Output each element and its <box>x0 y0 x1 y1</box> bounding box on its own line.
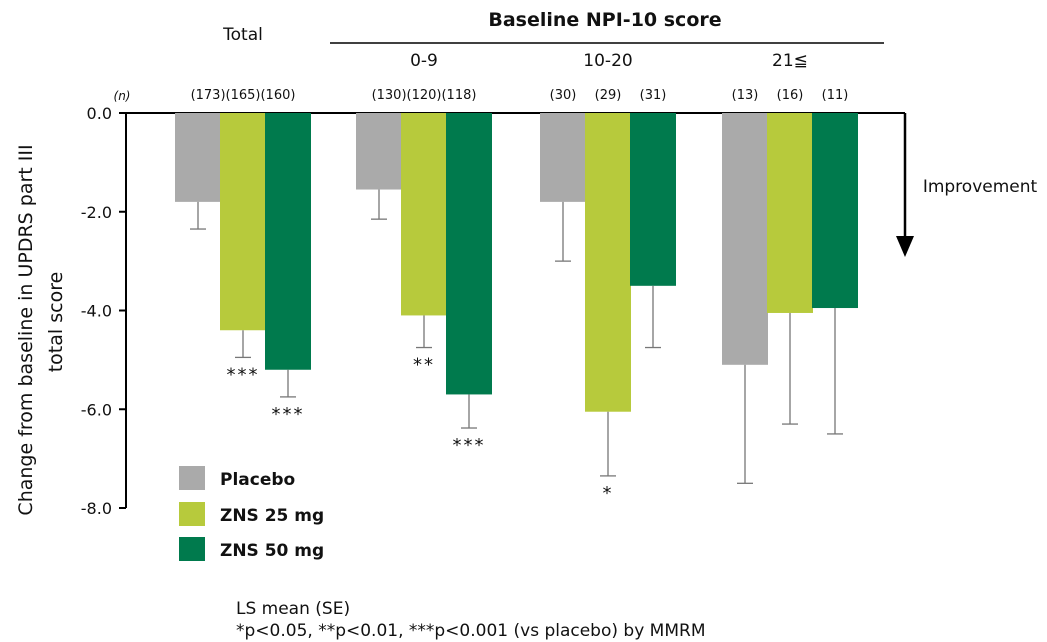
group-label: Total <box>222 25 263 45</box>
n-count: (11) <box>822 88 849 103</box>
bar <box>220 113 266 331</box>
legend-swatch <box>179 466 205 490</box>
significance-marker: ** <box>413 355 435 376</box>
bar <box>767 113 813 313</box>
group-label: 10-20 <box>583 51 632 71</box>
footnote-line1: LS mean (SE) <box>236 599 350 619</box>
n-count: (16) <box>777 88 804 103</box>
legend-label: ZNS 50 mg <box>220 541 324 561</box>
n-count: (173)(165)(160) <box>191 88 296 103</box>
grouping-header: Baseline NPI-10 score <box>488 9 721 31</box>
y-axis-label-line1: Change from baseline in UPDRS part III <box>15 144 37 515</box>
significance-marker: * <box>603 483 614 504</box>
bars <box>175 113 858 484</box>
legend-swatch <box>179 502 205 526</box>
improvement-arrow-head <box>896 236 914 257</box>
bar <box>401 113 447 316</box>
significance-marker: *** <box>272 404 305 425</box>
y-tick-label: -8.0 <box>81 499 112 518</box>
footnote-line2: *p<0.05, **p<0.01, ***p<0.001 (vs placeb… <box>236 621 705 641</box>
y-tick-label: 0.0 <box>87 104 112 123</box>
direction-label: Improvement <box>923 177 1038 197</box>
y-tick-label: -2.0 <box>81 203 112 222</box>
y-tick-label: -6.0 <box>81 400 112 419</box>
group-label: 0-9 <box>410 51 438 71</box>
bar <box>630 113 676 286</box>
n-label: (n) <box>114 89 131 103</box>
bar <box>812 113 858 309</box>
y-axis-label-line2: total score <box>45 272 67 373</box>
legend-label: Placebo <box>220 470 295 490</box>
significance-marker: *** <box>227 364 260 385</box>
bar <box>356 113 402 190</box>
bar <box>265 113 311 370</box>
bar <box>722 113 768 365</box>
bar <box>175 113 221 202</box>
legend-swatch <box>179 537 205 561</box>
legend-label: ZNS 25 mg <box>220 506 324 526</box>
n-count: (30) <box>550 88 577 103</box>
group-label: 21≦ <box>772 51 808 71</box>
y-tick-label: -4.0 <box>81 302 112 321</box>
n-count: (13) <box>732 88 759 103</box>
bar <box>446 113 492 395</box>
significance-marker: *** <box>453 435 486 456</box>
bar <box>585 113 631 412</box>
n-count: (31) <box>640 88 667 103</box>
bar <box>540 113 586 202</box>
n-count: (29) <box>595 88 622 103</box>
n-count: (130)(120)(118) <box>372 88 477 103</box>
labels: 0.0 -2.0 -4.0 -6.0 -8.0 Total (173)(165)(160) *… <box>81 25 849 561</box>
